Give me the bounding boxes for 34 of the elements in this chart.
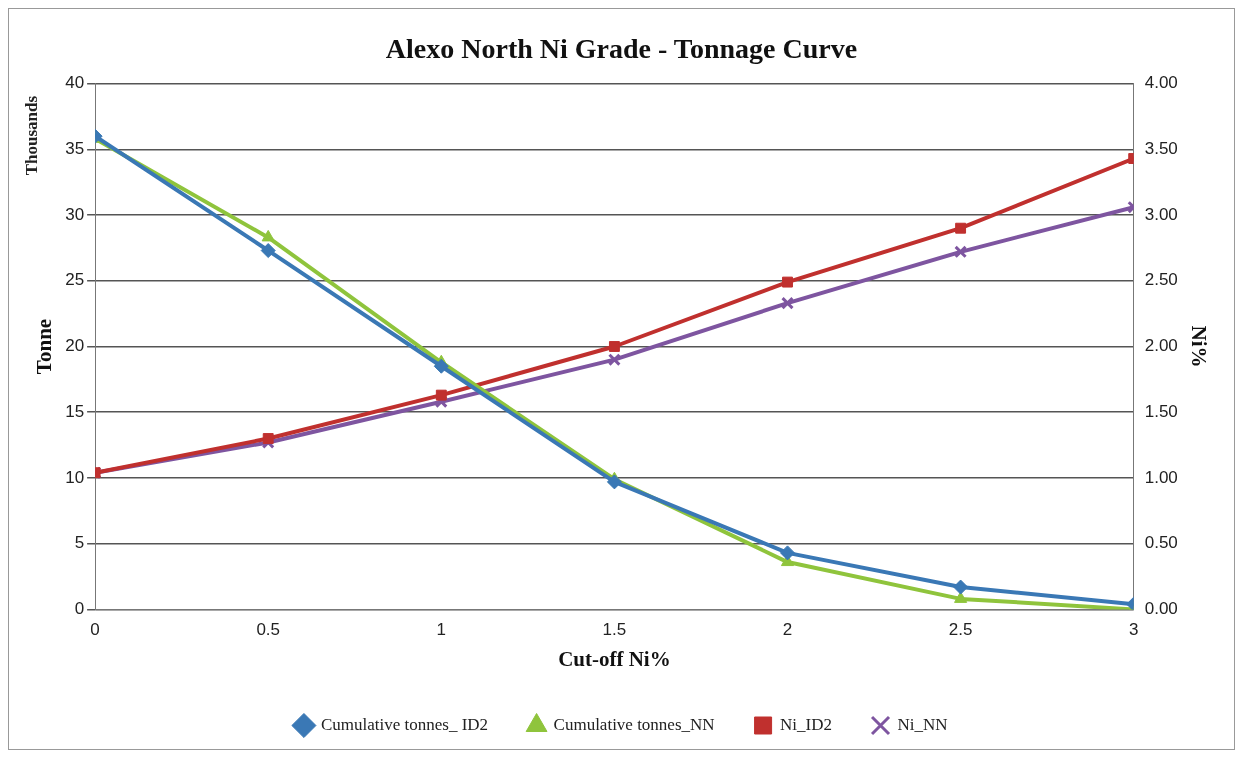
legend-label: Cumulative tonnes_NN xyxy=(553,714,715,734)
y2-tick-label: 4.00 xyxy=(1144,73,1178,93)
y2-tick-label: 0.50 xyxy=(1144,533,1178,553)
legend-label: Cumulative tonnes_ ID2 xyxy=(320,714,489,734)
x-tick-label: 1 xyxy=(436,620,447,640)
y2-tick-label: 2.00 xyxy=(1144,336,1178,356)
y-tick-label: 0 xyxy=(74,599,85,619)
x-tick-label: 1.5 xyxy=(602,620,627,640)
x-axis-title: Cut-off Ni% xyxy=(558,646,671,671)
legend-label: Ni_ID2 xyxy=(780,714,833,734)
x-tick-label: 2.5 xyxy=(948,620,973,640)
x-tick-label: 2 xyxy=(782,620,793,640)
y2-tick-label: 2.50 xyxy=(1144,270,1178,290)
legend-label: Ni_NN xyxy=(897,714,948,734)
y-tick-label: 40 xyxy=(65,73,85,93)
x-tick-label: 0.5 xyxy=(256,620,281,640)
y2-tick-label: 1.00 xyxy=(1144,467,1178,487)
y-tick-label: 20 xyxy=(65,336,85,356)
y-tick-label: 10 xyxy=(65,467,85,487)
y2-tick-label: 0.00 xyxy=(1144,599,1178,619)
y-tick-label: 5 xyxy=(74,533,85,553)
y-tick-label: 25 xyxy=(65,270,85,290)
chart-title: Alexo North Ni Grade - Tonnage Curve xyxy=(385,33,858,65)
text: Thousands xyxy=(22,95,42,176)
y-tick-label: 15 xyxy=(65,401,85,421)
y-tick-label: 35 xyxy=(65,139,85,159)
x-tick-label: 0 xyxy=(90,620,100,640)
y2-tick-label: 3.00 xyxy=(1144,204,1178,224)
x-tick-label: 3 xyxy=(1128,620,1139,640)
y2-tick-label: 3.50 xyxy=(1144,139,1178,159)
y2-axis-title: Ni% xyxy=(1186,325,1211,368)
y-axis-title: Tonne xyxy=(32,318,57,375)
y-tick-label: 30 xyxy=(65,204,85,224)
y2-tick-label: 1.50 xyxy=(1144,401,1178,421)
